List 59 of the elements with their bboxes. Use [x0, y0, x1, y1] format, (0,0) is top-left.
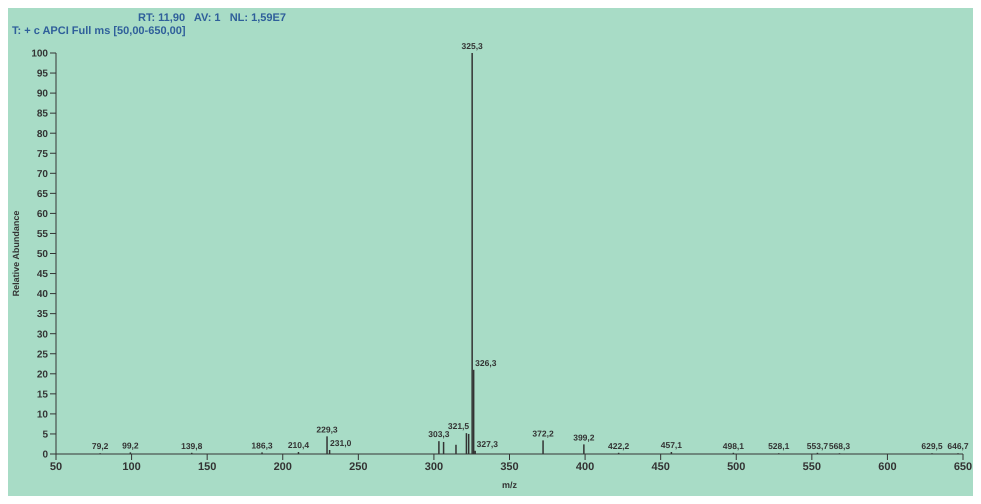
y-tick-label: 10 — [36, 409, 48, 420]
annotation: 629,5 — [921, 441, 943, 452]
y-tick-label: 0 — [42, 450, 48, 461]
annotation: 229,3 — [316, 424, 338, 434]
annotation: 186,3 — [251, 440, 273, 450]
x-tick-label: 100 — [122, 460, 141, 473]
annotation: 303,3 — [428, 429, 450, 440]
annotation: 372,2 — [532, 428, 554, 438]
x-tick-label: 450 — [651, 460, 670, 473]
y-tick-label: 50 — [36, 249, 48, 260]
y-tick-label: 75 — [36, 148, 48, 160]
x-tick-label: 350 — [500, 460, 519, 473]
y-tick-label: 70 — [36, 168, 48, 180]
annotation: 646,7 — [947, 441, 969, 452]
annotation: 231,0 — [330, 438, 352, 448]
y-tick-label: 90 — [36, 88, 48, 100]
y-tick-label: 60 — [36, 208, 48, 220]
annotation: 79,2 — [92, 441, 109, 452]
annotation: 99,2 — [122, 440, 139, 450]
annotation: 553,7 — [806, 440, 828, 451]
annotation: 457,1 — [660, 440, 682, 450]
y-tick-label: 45 — [36, 269, 48, 280]
annotation: 528,1 — [768, 441, 790, 452]
x-tick-label: 650 — [954, 460, 972, 473]
x-tick-label: 300 — [424, 460, 444, 473]
x-tick-label: 250 — [349, 460, 368, 473]
y-tick-label: 20 — [36, 369, 48, 380]
annotation: 321,5 — [448, 421, 470, 432]
y-tick-label: 5 — [42, 430, 48, 440]
x-tick-label: 400 — [576, 460, 594, 473]
y-tick-label: 65 — [36, 188, 48, 200]
y-tick-label: 85 — [36, 108, 48, 120]
y-tick-label: 15 — [36, 389, 48, 400]
y-axis-title: Relative Abundance — [11, 210, 22, 296]
x-tick-label: 550 — [802, 460, 822, 473]
y-tick-label: 40 — [36, 289, 48, 300]
annotation: 568,3 — [828, 441, 850, 452]
x-tick-label: 500 — [727, 460, 746, 473]
annotation: 422,2 — [608, 440, 630, 451]
chart-subtitle: T: + c APCI Full ms [50,00-650,00] — [11, 24, 187, 37]
y-tick-label: 30 — [36, 329, 48, 340]
annotation: 327,3 — [476, 438, 498, 449]
y-tick-label: 35 — [36, 309, 48, 320]
annotation: 498,1 — [722, 440, 744, 451]
annotation: 139,8 — [181, 440, 203, 451]
y-tick-label: 95 — [36, 68, 48, 80]
annotation: 210,4 — [288, 440, 310, 450]
x-tick-label: 200 — [274, 460, 292, 473]
annotation: 326,3 — [475, 358, 497, 368]
x-tick-label: 150 — [198, 460, 216, 473]
x-tick-label: 600 — [878, 460, 897, 473]
y-tick-label: 100 — [31, 48, 48, 60]
y-tick-label: 25 — [36, 349, 48, 360]
chart-title: RT: 11,90 AV: 1 NL: 1,59E7 — [137, 11, 287, 24]
y-tick-label: 55 — [36, 229, 48, 240]
y-tick-label: 80 — [36, 128, 48, 140]
x-axis-title: m/z — [502, 480, 518, 490]
annotation: 399,2 — [573, 432, 595, 442]
annotation: 325,3 — [462, 41, 484, 51]
